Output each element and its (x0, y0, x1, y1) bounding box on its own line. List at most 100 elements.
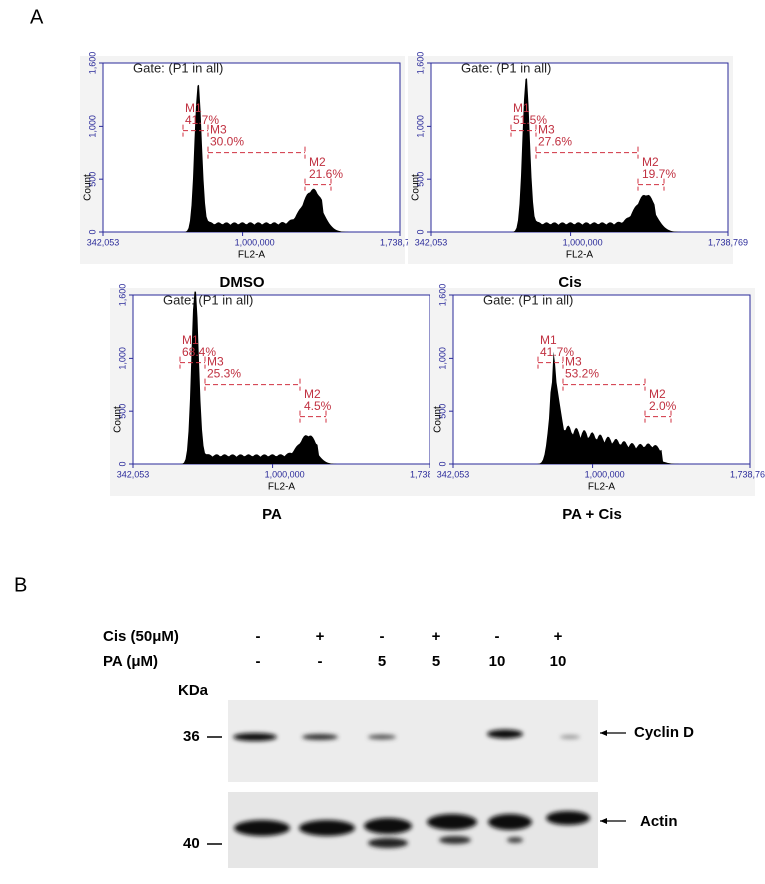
marker-percent: 21.6% (309, 167, 343, 181)
band (302, 734, 338, 740)
protein-label: Actin (640, 813, 678, 830)
histogram (453, 351, 750, 464)
y-tick-label: 500 (415, 172, 425, 187)
treatment-value: - (256, 653, 261, 670)
marker-bracket (182, 124, 209, 137)
x-axis-label: FL2-A (566, 250, 594, 261)
treatment-value: - (318, 653, 323, 670)
x-tick-label: 1,738,769 (380, 237, 420, 247)
histogram-plot: Gate: (P1 in all) 0 500 1,000 1,600 Count 342,… (110, 284, 450, 523)
band (368, 734, 396, 740)
marker-bracket (644, 410, 672, 423)
treatment-value: - (495, 628, 500, 645)
x-tick-label: 1,000,000 (563, 237, 603, 247)
marker-name: M1 (185, 101, 202, 115)
band (488, 814, 532, 830)
caption: Cis (558, 274, 581, 291)
histogram-plot: Gate: (P1 in all) 0 500 1,000 1,600 Count 342,… (408, 52, 748, 291)
band (233, 733, 277, 741)
protein-label: Cyclin D (634, 724, 694, 741)
blot-membrane (228, 700, 598, 782)
band (427, 814, 477, 830)
marker-bracket (204, 378, 301, 391)
band (507, 837, 523, 843)
marker-percent: 51.5% (513, 113, 547, 127)
marker-percent: 30.0% (210, 135, 244, 149)
marker-name: M1 (182, 333, 199, 347)
gate-label: Gate: (P1 in all) (133, 60, 223, 75)
marker-name: M3 (538, 123, 555, 137)
x-tick-label: 1,738,769 (730, 469, 765, 479)
x-tick-label: 1,738,769 (708, 237, 748, 247)
marker-bracket (562, 378, 646, 391)
x-tick-label: 1,000,000 (585, 469, 625, 479)
marker-name: M3 (207, 355, 224, 369)
marker-percent: 4.5% (304, 399, 332, 413)
marker-name: M2 (642, 155, 659, 169)
marker-bracket (207, 146, 306, 159)
band (560, 735, 580, 739)
treatment-value: 5 (378, 653, 386, 670)
marker-bracket (535, 146, 639, 159)
x-tick-label: 342,053 (117, 469, 150, 479)
axis-frame (102, 62, 401, 233)
treatment-value: + (316, 628, 325, 645)
gate-label: Gate: (P1 in all) (461, 60, 551, 75)
y-tick-label: 500 (117, 404, 127, 419)
marker-percent: 68.4% (182, 345, 216, 359)
marker-percent: 25.3% (207, 367, 241, 381)
marker-percent: 19.7% (642, 167, 676, 181)
treatment-label: Cis (50μM) (103, 628, 179, 645)
band (234, 820, 290, 836)
marker-name: M3 (210, 123, 227, 137)
mw-marker: 36 (183, 728, 200, 745)
marker-percent: 41.7% (540, 345, 574, 359)
marker-name: M2 (309, 155, 326, 169)
y-axis-label: Count (113, 406, 124, 433)
treatment-value: - (256, 628, 261, 645)
marker-name: M1 (513, 101, 530, 115)
band (364, 818, 412, 834)
x-tick-label: 1,000,000 (265, 469, 305, 479)
caption: PA + Cis (562, 506, 622, 523)
marker-bracket (537, 356, 564, 369)
marker-bracket (637, 178, 665, 191)
axis-frame (132, 294, 431, 465)
treatment-value: + (432, 628, 441, 645)
x-axis-label: FL2-A (268, 482, 296, 493)
y-tick-label: 0 (87, 229, 97, 234)
marker-name: M2 (304, 387, 321, 401)
x-axis-label: FL2-A (588, 482, 616, 493)
y-tick-label: 1,600 (87, 52, 97, 75)
y-tick-label: 1,000 (437, 347, 447, 370)
marker-bracket (179, 356, 206, 369)
marker-bracket (299, 410, 327, 423)
caption: PA (262, 506, 282, 523)
y-tick-label: 1,600 (415, 52, 425, 75)
caption: DMSO (220, 274, 265, 291)
y-tick-label: 0 (415, 229, 425, 234)
band (546, 811, 590, 825)
band (299, 820, 355, 836)
histogram-plot: Gate: (P1 in all) 0 500 1,000 1,600 Count 342,… (430, 284, 765, 523)
band (368, 838, 408, 848)
y-tick-label: 0 (117, 461, 127, 466)
kda-label: KDa (178, 682, 209, 699)
y-tick-label: 1,000 (415, 115, 425, 138)
x-tick-label: 342,053 (87, 237, 120, 247)
treatment-value: 5 (432, 653, 440, 670)
band (487, 729, 523, 739)
gate-label: Gate: (P1 in all) (483, 292, 573, 307)
marker-name: M3 (565, 355, 582, 369)
arrow-head (600, 818, 607, 824)
y-axis-label: Count (433, 406, 444, 433)
marker-percent: 27.6% (538, 135, 572, 149)
arrow-head (600, 730, 607, 736)
y-axis-label: Count (411, 174, 422, 201)
bands (233, 729, 590, 848)
panel-label: B (14, 574, 27, 596)
histogram-plot: Gate: (P1 in all) 0 500 1,000 1,600 Count 342,… (80, 52, 420, 291)
treatment-label: PA (μM) (103, 653, 158, 670)
